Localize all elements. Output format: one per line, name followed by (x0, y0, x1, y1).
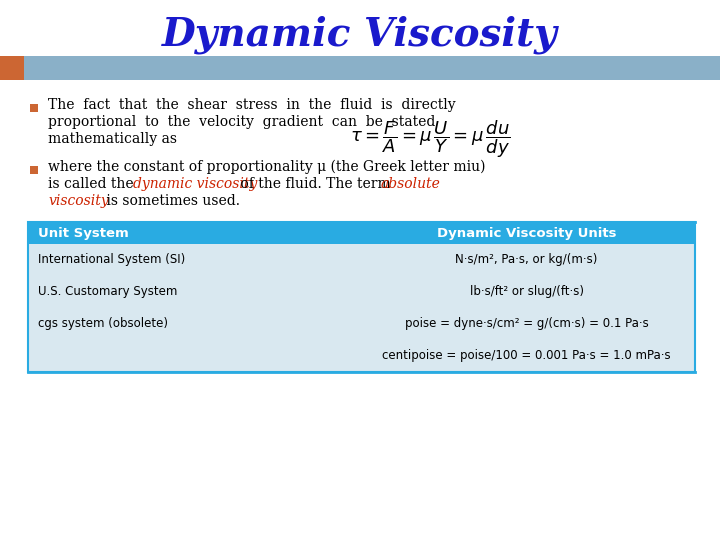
Text: The  fact  that  the  shear  stress  in  the  fluid  is  directly: The fact that the shear stress in the fl… (48, 98, 456, 112)
Text: cgs system (obsolete): cgs system (obsolete) (38, 318, 168, 330)
Bar (28, 222, 695, 372)
Text: Dynamic Viscosity: Dynamic Viscosity (162, 16, 558, 54)
Text: poise = dyne·s/cm² = g/(cm·s) = 0.1 Pa·s: poise = dyne·s/cm² = g/(cm·s) = 0.1 Pa·s (405, 318, 649, 330)
Text: is sometimes used.: is sometimes used. (102, 194, 240, 208)
Text: centipoise = poise/100 = 0.001 Pa·s = 1.0 mPa·s: centipoise = poise/100 = 0.001 Pa·s = 1.… (382, 349, 671, 362)
Text: lb·s/ft² or slug/(ft·s): lb·s/ft² or slug/(ft·s) (469, 286, 583, 299)
Text: viscosity: viscosity (48, 194, 109, 208)
Text: U.S. Customary System: U.S. Customary System (38, 286, 177, 299)
Bar (30, 166, 38, 174)
Text: N·s/m², Pa·s, or kg/(m·s): N·s/m², Pa·s, or kg/(m·s) (455, 253, 598, 267)
Text: absolute: absolute (381, 177, 441, 191)
Bar (28, 244, 695, 372)
Text: International System (SI): International System (SI) (38, 253, 185, 267)
Bar (30, 104, 38, 112)
Text: of the fluid. The term: of the fluid. The term (235, 177, 395, 191)
Text: proportional  to  the  velocity  gradient  can  be  stated: proportional to the velocity gradient ca… (48, 115, 436, 129)
Text: $\tau = \dfrac{F}{A} = \mu\,\dfrac{U}{Y} = \mu\,\dfrac{du}{dy}$: $\tau = \dfrac{F}{A} = \mu\,\dfrac{U}{Y}… (350, 118, 510, 160)
Text: is called the: is called the (48, 177, 138, 191)
Text: Unit System: Unit System (38, 226, 129, 240)
Text: Dynamic Viscosity Units: Dynamic Viscosity Units (437, 226, 616, 240)
Bar (0, 56, 24, 80)
Text: mathematically as: mathematically as (48, 132, 177, 146)
Bar (0, 56, 720, 80)
Bar (28, 222, 695, 244)
Text: dynamic viscosity: dynamic viscosity (132, 177, 257, 191)
Text: where the constant of proportionality μ (the Greek letter miu): where the constant of proportionality μ … (48, 160, 485, 174)
